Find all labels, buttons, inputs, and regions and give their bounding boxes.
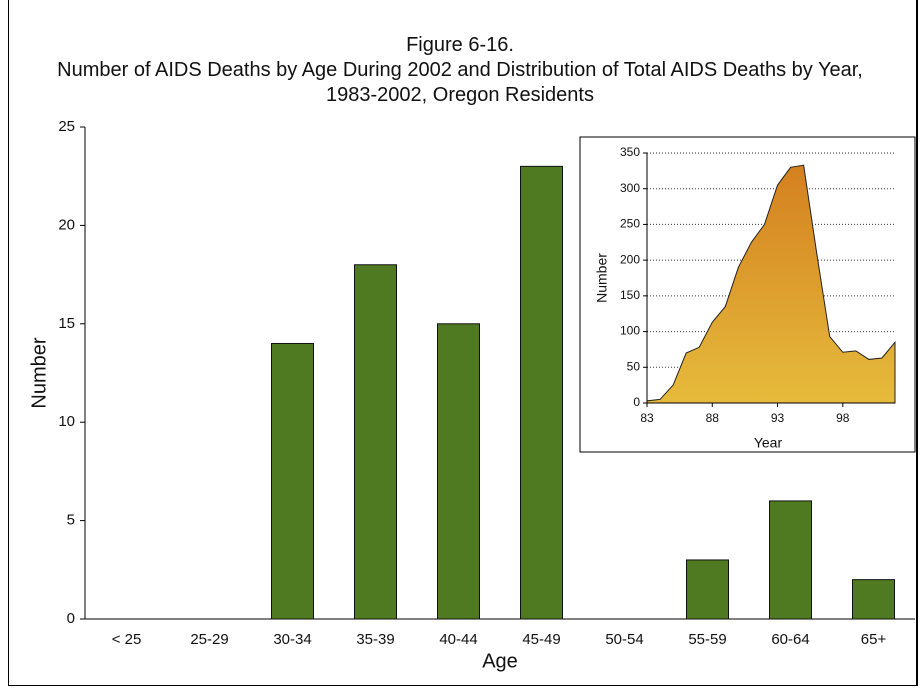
bar xyxy=(686,559,729,620)
y-tick-label: 200 xyxy=(620,252,640,266)
chart-title: Figure 6-16. xyxy=(406,34,514,56)
y-tick-label: 15 xyxy=(58,315,75,332)
y-tick-label: 100 xyxy=(620,324,640,338)
title-block: Figure 6-16. Number of AIDS Deaths by Ag… xyxy=(45,33,875,108)
x-tick-label: 50-54 xyxy=(605,631,643,648)
y-tick-label: 50 xyxy=(627,359,641,373)
x-tick-label: 25-29 xyxy=(190,631,228,648)
x-tick-label: 35-39 xyxy=(356,631,394,648)
x-tick-label: 40-44 xyxy=(439,631,477,648)
bar-chart: 0 5 10 15 20 25 < 25 25-29 30-34 35-39 40-44 45-49 5… xyxy=(28,118,915,672)
x-tick-label: 88 xyxy=(706,411,720,425)
x-axis-label: Age xyxy=(482,650,518,672)
x-tick-label: 65+ xyxy=(861,631,887,648)
y-tick-label: 10 xyxy=(58,413,75,430)
bar xyxy=(852,579,895,620)
bar xyxy=(271,342,314,620)
y-tick-label: 150 xyxy=(620,288,640,302)
bar xyxy=(769,500,812,620)
x-tick-label: 45-49 xyxy=(522,631,560,648)
bar xyxy=(354,264,397,620)
y-tick-label: 0 xyxy=(67,610,75,627)
x-tick-label: 30-34 xyxy=(273,631,311,648)
y-axis-label: Number xyxy=(594,253,610,303)
x-tick-label: 55-59 xyxy=(688,631,726,648)
y-tick-label: 300 xyxy=(620,181,640,195)
y-axis-label: Number xyxy=(28,337,50,408)
x-tick-label: 93 xyxy=(771,411,785,425)
y-tick-label: 5 xyxy=(67,512,75,529)
y-tick-label: 350 xyxy=(620,145,640,159)
bar xyxy=(437,323,480,620)
x-tick-label: < 25 xyxy=(112,631,142,648)
x-axis-label: Year xyxy=(754,435,783,451)
inset-chart: 0 50 100 150 200 250 300 350 83 88 93 98 Year Number xyxy=(579,136,916,453)
y-tick-label: 0 xyxy=(633,395,640,409)
y-tick-label: 20 xyxy=(58,216,75,233)
bar xyxy=(520,165,563,620)
x-tick-label: 98 xyxy=(836,411,850,425)
x-tick-label: 60-64 xyxy=(771,631,809,648)
figure-frame xyxy=(8,0,918,686)
chart-subtitle: Number of AIDS Deaths by Age During 2002… xyxy=(57,59,863,106)
y-tick-label: 25 xyxy=(58,118,75,135)
y-tick-label: 250 xyxy=(620,217,640,231)
area xyxy=(646,164,896,404)
x-tick-label: 83 xyxy=(640,411,654,425)
